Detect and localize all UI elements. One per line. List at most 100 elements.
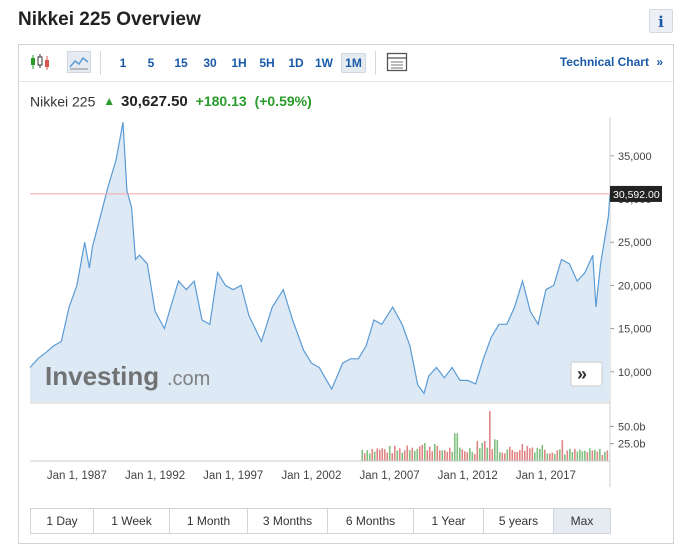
volume-bar bbox=[566, 450, 569, 461]
volume-bar bbox=[486, 447, 489, 461]
double-chevron-right-icon: » bbox=[656, 55, 663, 69]
volume-bar bbox=[443, 450, 446, 461]
toolbar-divider bbox=[100, 51, 101, 75]
x-tick-label: Jan 1, 2012 bbox=[438, 470, 498, 482]
volume-bar bbox=[584, 450, 586, 461]
range-6-months[interactable]: 6 Months bbox=[328, 509, 414, 533]
range-1-day[interactable]: 1 Day bbox=[31, 509, 94, 533]
volume-bar bbox=[431, 451, 434, 461]
volume-bar bbox=[438, 450, 441, 461]
chart-toolbar: Technical Chart » 1 5 15 30 1H 5H 1D 1W 1M bbox=[19, 45, 673, 82]
x-tick-label: Jan 1, 2007 bbox=[360, 470, 420, 482]
technical-chart-label: Technical Chart bbox=[559, 55, 649, 69]
x-tick-label: Jan 1, 2002 bbox=[281, 470, 341, 482]
x-tick-label: Jan 1, 1992 bbox=[125, 470, 185, 482]
technical-chart-link[interactable]: Technical Chart » bbox=[560, 55, 663, 69]
volume-bar bbox=[601, 454, 604, 461]
price-chart[interactable]: 35,00030,00025,00020,00015,00010,00030,5… bbox=[19, 117, 673, 487]
volume-bar bbox=[496, 439, 499, 461]
volume-bar bbox=[521, 444, 524, 461]
volume-bar bbox=[576, 451, 579, 461]
y-tick-label: 20,000 bbox=[618, 280, 652, 292]
y-tick-label: 15,000 bbox=[618, 324, 652, 336]
volume-bar bbox=[509, 446, 511, 461]
info-icon[interactable]: i bbox=[649, 9, 673, 33]
volume-bar bbox=[544, 449, 546, 461]
volume-bar bbox=[391, 453, 394, 461]
volume-tick-label: 50.0b bbox=[618, 421, 646, 433]
volume-bar bbox=[423, 443, 426, 461]
price-line bbox=[29, 122, 611, 395]
interval-5[interactable]: 5 bbox=[147, 56, 155, 70]
volume-bar bbox=[551, 452, 554, 461]
area-chart-icon[interactable] bbox=[67, 51, 91, 73]
volume-bar bbox=[463, 451, 466, 461]
volume-bar bbox=[586, 452, 589, 461]
volume-bar bbox=[531, 447, 534, 461]
volume-bar bbox=[511, 449, 514, 461]
volume-bar bbox=[451, 451, 454, 461]
range-1-week[interactable]: 1 Week bbox=[94, 509, 170, 533]
volume-bar bbox=[571, 451, 574, 461]
volume-bar bbox=[534, 452, 536, 461]
volume-bar bbox=[481, 442, 484, 461]
range-1-month[interactable]: 1 Month bbox=[170, 509, 248, 533]
volume-bar bbox=[368, 453, 371, 461]
volume-bar bbox=[494, 439, 496, 461]
range-1-year[interactable]: 1 Year bbox=[414, 509, 484, 533]
volume-bar bbox=[561, 440, 564, 461]
chart-panel: Technical Chart » 1 5 15 30 1H 5H 1D 1W 1M Nikke… bbox=[18, 44, 674, 544]
x-tick-label: Jan 1, 1997 bbox=[203, 470, 263, 482]
volume-bar bbox=[413, 450, 416, 461]
y-tick-label: 10,000 bbox=[618, 367, 652, 379]
y-tick-label: 35,000 bbox=[618, 151, 652, 163]
interval-1w[interactable]: 1W bbox=[315, 56, 333, 70]
interval-1d[interactable]: 1D bbox=[288, 56, 304, 70]
volume-bar bbox=[416, 449, 419, 461]
volume-bar bbox=[488, 411, 491, 461]
interval-1[interactable]: 1 bbox=[119, 56, 127, 70]
volume-bar bbox=[428, 446, 431, 461]
volume-bar bbox=[398, 448, 401, 461]
volume-bar bbox=[549, 453, 551, 461]
range-5-years[interactable]: 5 years bbox=[484, 509, 554, 533]
interval-1h[interactable]: 1H bbox=[231, 56, 247, 70]
volume-bar bbox=[483, 441, 486, 461]
volume-bar bbox=[499, 452, 501, 461]
double-chevron-right-icon[interactable]: » bbox=[577, 364, 587, 384]
volume-bar bbox=[591, 450, 594, 461]
range-3-months[interactable]: 3 Months bbox=[248, 509, 328, 533]
y-tick-label: 25,000 bbox=[618, 237, 652, 249]
volume-bar bbox=[473, 454, 476, 461]
candlestick-icon[interactable] bbox=[28, 52, 52, 72]
x-tick-label: Jan 1, 1987 bbox=[47, 470, 107, 482]
volume-bar bbox=[581, 451, 584, 461]
interval-30[interactable]: 30 bbox=[203, 56, 217, 70]
volume-bar bbox=[559, 449, 561, 461]
volume-bar bbox=[388, 445, 391, 461]
volume-bar bbox=[418, 446, 421, 461]
volume-bar bbox=[466, 452, 469, 461]
volume-bar bbox=[378, 449, 381, 461]
volume-bar bbox=[606, 450, 609, 461]
up-arrow-icon: ▲ bbox=[103, 94, 116, 109]
volume-bar bbox=[408, 450, 411, 461]
interval-5h[interactable]: 5H bbox=[259, 56, 275, 70]
quote-name: Nikkei 225 bbox=[30, 93, 96, 110]
interval-1m[interactable]: 1M bbox=[341, 53, 366, 73]
volume-bar bbox=[541, 444, 544, 461]
current-price-tag bbox=[610, 185, 662, 202]
table-icon[interactable] bbox=[386, 52, 408, 72]
watermark-brand: Investing bbox=[45, 361, 159, 391]
volume-bar bbox=[476, 441, 479, 461]
range-max[interactable]: Max bbox=[554, 509, 610, 533]
volume-bar bbox=[421, 444, 424, 461]
volume-bar bbox=[506, 449, 509, 461]
volume-bar bbox=[366, 450, 369, 461]
watermark-suffix: .com bbox=[167, 368, 210, 390]
interval-15[interactable]: 15 bbox=[174, 56, 188, 70]
expand-button[interactable] bbox=[570, 361, 603, 387]
volume-bar bbox=[396, 450, 399, 461]
volume-bar bbox=[436, 445, 439, 461]
volume-bar bbox=[556, 450, 559, 461]
